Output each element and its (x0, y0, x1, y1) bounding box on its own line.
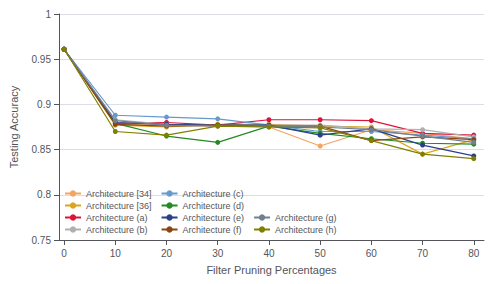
svg-text:Testing Accuracy: Testing Accuracy (8, 85, 20, 168)
svg-text:10: 10 (110, 248, 122, 259)
svg-text:0: 0 (61, 248, 67, 259)
svg-text:0.8: 0.8 (37, 189, 51, 200)
svg-text:Architecture (g): Architecture (g) (275, 213, 337, 223)
svg-text:Filter Pruning Percentages: Filter Pruning Percentages (206, 264, 337, 276)
svg-text:Architecture (a): Architecture (a) (86, 213, 148, 223)
svg-text:Architecture (d): Architecture (d) (183, 201, 245, 211)
svg-text:0.95: 0.95 (32, 54, 52, 65)
svg-text:Architecture [34]: Architecture [34] (86, 189, 152, 199)
svg-text:70: 70 (417, 248, 429, 259)
svg-text:Architecture (f): Architecture (f) (183, 225, 242, 235)
svg-text:80: 80 (468, 248, 480, 259)
svg-text:Architecture (e): Architecture (e) (183, 213, 245, 223)
svg-text:50: 50 (315, 248, 327, 259)
svg-text:40: 40 (263, 248, 275, 259)
svg-text:0.85: 0.85 (32, 144, 52, 155)
svg-text:60: 60 (366, 248, 378, 259)
svg-text:Architecture (c): Architecture (c) (183, 189, 244, 199)
svg-text:20: 20 (161, 248, 173, 259)
svg-text:30: 30 (212, 248, 224, 259)
svg-text:1: 1 (45, 9, 51, 20)
svg-text:0.9: 0.9 (37, 99, 51, 110)
svg-text:Architecture [36]: Architecture [36] (86, 201, 152, 211)
svg-text:0.75: 0.75 (32, 235, 52, 246)
svg-text:Architecture (h): Architecture (h) (275, 225, 337, 235)
svg-text:Architecture (b): Architecture (b) (86, 225, 148, 235)
